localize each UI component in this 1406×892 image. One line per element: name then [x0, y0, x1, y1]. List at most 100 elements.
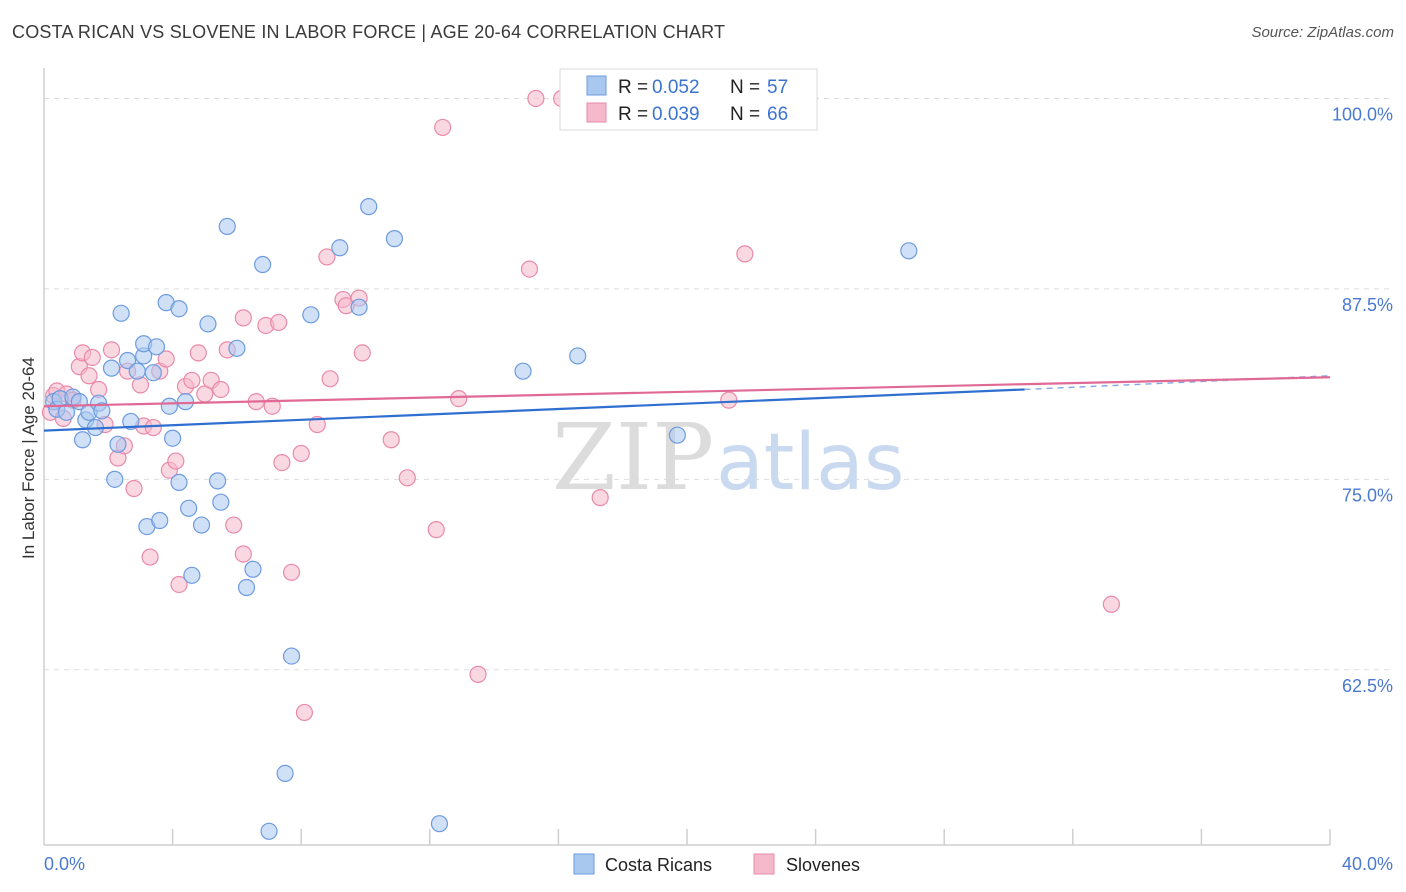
x-axis-ticks	[171, 829, 1331, 845]
costa-ricans-point-13	[106, 470, 124, 488]
slovenes-point-60	[591, 489, 609, 507]
series-legend: Costa Ricans Slovenes	[573, 853, 860, 875]
y-tick-label-2: 75.0%	[1342, 485, 1393, 505]
slovenes-point-19	[141, 548, 159, 566]
slovenes-point-12	[102, 341, 121, 359]
costa-ricans-point-32	[183, 566, 201, 584]
slovenes-trend-line	[43, 376, 1331, 408]
y-axis-tick-labels: 100.0% 87.5% 75.0% 62.5%	[1332, 104, 1393, 695]
costa-ricans-point-53	[668, 426, 686, 444]
legend-r-value-pink: 0.039	[652, 104, 700, 125]
costa-ricans-point-54	[900, 242, 918, 260]
costa-ricans-point-36	[212, 493, 230, 511]
x-tick-label-0: 0.0%	[44, 854, 85, 874]
costa-ricans-point-44	[282, 647, 301, 665]
slovenes-point-50	[353, 344, 371, 362]
costa-ricans-point-46	[331, 239, 349, 257]
y-axis-label: In Labor Force | Age 20-64	[19, 357, 38, 559]
costa-ricans-point-3	[57, 403, 76, 421]
y-tick-label-3: 62.5%	[1342, 676, 1393, 696]
costa-ricans-point-45	[302, 306, 320, 324]
slovenes-point-22	[157, 350, 175, 368]
costa-ricans-point-52	[569, 347, 587, 365]
costa-ricans-point-51	[514, 362, 532, 380]
costa-ricans-point-16	[118, 351, 137, 370]
slovenes-point-52	[398, 469, 416, 487]
costa-ricans-point-47	[350, 298, 368, 316]
legend-r-label-blue: R =	[618, 77, 648, 98]
slovenes-point-35	[234, 309, 252, 327]
y-tick-label-0: 100.0%	[1332, 104, 1393, 124]
costa-ricans-point-42	[260, 822, 278, 840]
costa-ricans-point-6	[73, 431, 92, 449]
slovenes-point-34	[234, 545, 252, 563]
slovenes-point-44	[308, 415, 326, 434]
slovenes-point-40	[273, 453, 291, 472]
costa-ricans-point-41	[254, 255, 272, 274]
slovenes-point-24	[167, 452, 185, 470]
costa-ricans-point-14	[109, 435, 127, 453]
bottom-legend-swatch-costa-ricans	[573, 853, 595, 875]
slovenes-point-45	[318, 248, 336, 266]
slovenes-point-16	[125, 479, 143, 498]
costa-ricans-point-12	[102, 359, 121, 377]
costa-ricans-point-31	[180, 499, 198, 517]
slovenes-point-42	[292, 444, 310, 463]
costa-ricans-point-26	[160, 397, 178, 415]
slovenes-point-20	[144, 418, 162, 437]
legend-n-label-pink: N =	[730, 104, 760, 125]
x-tick-label-1: 40.0%	[1342, 854, 1393, 874]
slovenes-point-58	[527, 89, 545, 108]
costa-ricans-point-28	[170, 300, 188, 318]
costa-ricans-point-11	[93, 402, 111, 420]
stats-legend: R = 0.052 N = 57 R = 0.039 N = 66	[559, 68, 818, 131]
costa-ricans-point-17	[122, 412, 140, 431]
legend-swatch-pink	[586, 102, 607, 123]
legend-n-value-blue: 57	[767, 77, 788, 98]
legend-n-value-pink: 66	[767, 104, 788, 125]
costa-ricans-point-43	[276, 764, 294, 782]
watermark-zip: ZIP	[552, 404, 714, 511]
costa-ricans-point-23	[147, 338, 166, 356]
chart-title: COSTA RICAN VS SLOVENE IN LABOR FORCE | …	[12, 22, 726, 42]
slovenes-point-63	[1102, 595, 1120, 613]
costa-ricans-point-39	[237, 578, 256, 597]
costa-ricans-point-40	[244, 560, 262, 578]
legend-r-label-pink: R =	[618, 104, 648, 125]
slovenes-point-31	[212, 380, 230, 399]
costa-ricans-point-48	[360, 198, 378, 216]
slovenes-point-41	[282, 563, 301, 581]
legend-swatch-blue	[586, 75, 607, 96]
costa-ricans-point-37	[218, 217, 236, 236]
bottom-legend-label-costa-ricans: Costa Ricans	[605, 855, 712, 875]
slovenes-point-27	[183, 371, 201, 389]
costa-ricans-point-49	[385, 230, 404, 248]
watermark: ZIP atlas	[552, 404, 905, 511]
costa-ricans-point-29	[170, 473, 188, 491]
slovenes-point-61	[720, 391, 738, 409]
slovenes-point-53	[427, 521, 445, 539]
watermark-atlas: atlas	[716, 418, 905, 508]
y-tick-label-1: 87.5%	[1342, 295, 1393, 315]
costa-ricans-point-15	[112, 304, 130, 322]
slovenes-point-28	[189, 344, 207, 362]
slovenes-point-25	[170, 575, 188, 594]
costa-ricans-point-50	[430, 815, 449, 833]
slovenes-point-62	[736, 245, 754, 263]
slovenes-point-51	[382, 431, 400, 449]
costa-ricans-point-22	[144, 364, 162, 382]
slovenes-point-8	[80, 367, 98, 385]
costa-ricans-point-30	[176, 393, 195, 411]
chart-source: Source: ZipAtlas.com	[1251, 24, 1394, 41]
costa-ricans-point-38	[228, 339, 246, 357]
slovenes-point-9	[83, 348, 101, 367]
x-axis-tick-labels: 0.0% 40.0%	[44, 854, 1393, 874]
slovenes-point-39	[270, 313, 288, 332]
slovenes-point-55	[450, 390, 468, 408]
slovenes-point-56	[469, 665, 487, 683]
slovenes-point-43	[295, 703, 314, 722]
costa-ricans-point-34	[199, 315, 217, 333]
bottom-legend-swatch-slovenes	[753, 853, 775, 875]
bottom-legend-label-slovenes: Slovenes	[786, 855, 860, 875]
costa-ricans-point-27	[164, 429, 182, 447]
